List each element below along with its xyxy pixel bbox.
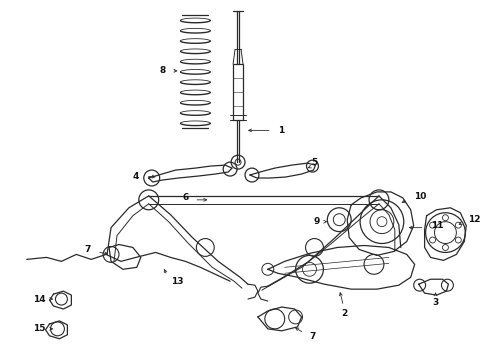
Text: 4: 4 — [132, 171, 139, 180]
Text: 9: 9 — [313, 217, 319, 226]
Text: 7: 7 — [310, 332, 316, 341]
Text: 12: 12 — [468, 215, 481, 224]
Text: 6: 6 — [182, 193, 189, 202]
Text: 10: 10 — [414, 192, 426, 201]
Text: 1: 1 — [278, 126, 284, 135]
Text: 5: 5 — [311, 158, 318, 167]
Text: 8: 8 — [159, 66, 166, 75]
Text: 13: 13 — [171, 277, 183, 286]
Text: 11: 11 — [431, 221, 443, 230]
Text: 2: 2 — [341, 310, 347, 319]
Text: 7: 7 — [85, 245, 91, 254]
Text: 3: 3 — [432, 298, 439, 307]
Text: 15: 15 — [33, 324, 46, 333]
Text: 14: 14 — [33, 294, 46, 303]
